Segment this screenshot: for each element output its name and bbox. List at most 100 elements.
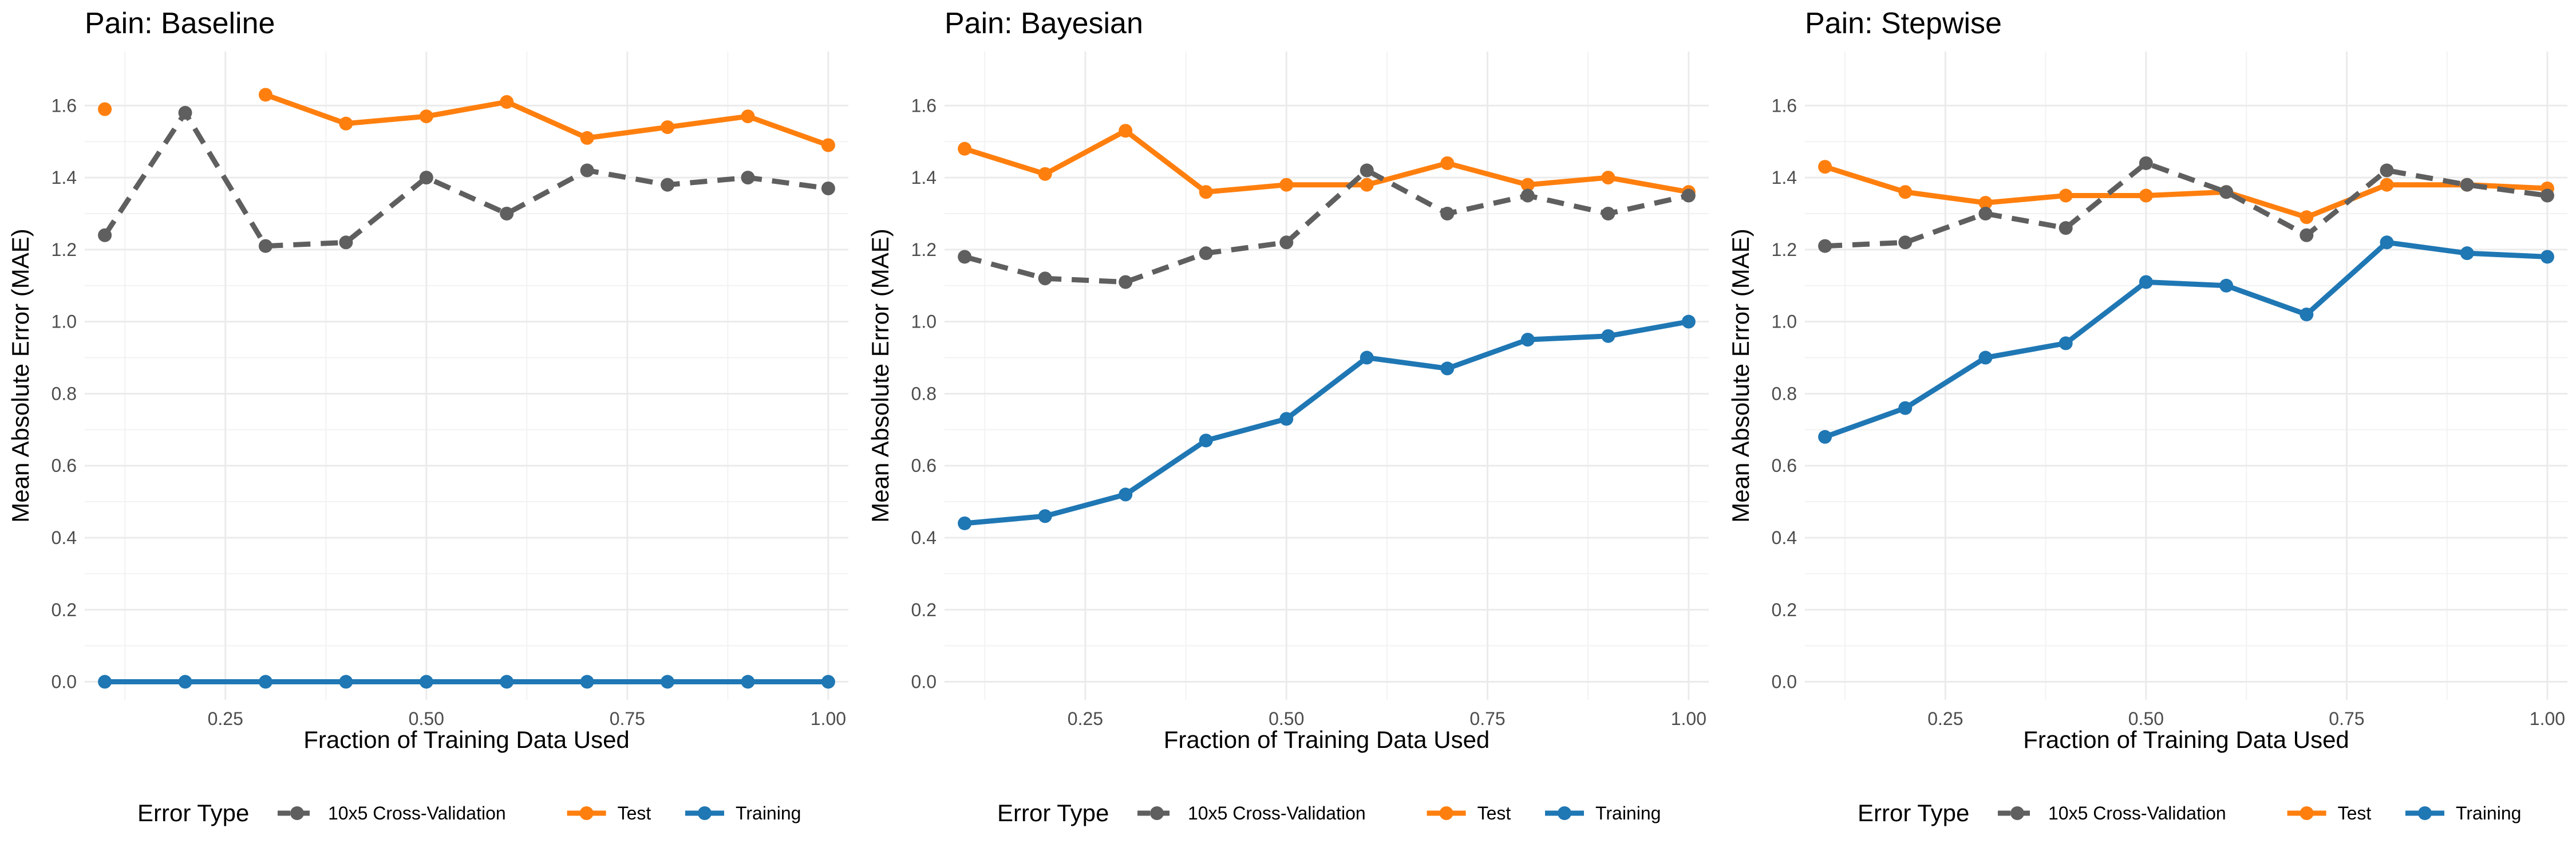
data-point	[958, 250, 972, 264]
y-axis-title: Mean Absolute Error (MAE)	[1727, 228, 1754, 523]
series-training	[98, 675, 835, 689]
y-tick-label: 1.0	[1772, 312, 1797, 332]
legend-label: 10x5 Cross-Validation	[2048, 803, 2226, 823]
x-tick-label: 0.25	[208, 708, 243, 729]
x-axis: 0.25 0.50 0.75 1.00	[1068, 708, 1706, 729]
data-point	[1360, 350, 1374, 365]
y-tick-label: 1.0	[52, 312, 77, 332]
x-tick-label: 0.75	[1469, 708, 1505, 729]
data-point	[2059, 221, 2073, 235]
x-tick-label: 0.50	[2128, 708, 2164, 729]
data-point	[1199, 185, 1213, 199]
legend-title: Error Type	[997, 799, 1109, 826]
legend-key-point	[1558, 806, 1571, 820]
data-point	[1279, 412, 1294, 426]
data-point	[2059, 188, 2073, 203]
data-point	[1360, 163, 1374, 178]
data-point	[2300, 308, 2314, 322]
y-tick-label: 0.2	[1772, 600, 1797, 620]
data-point	[1818, 239, 1832, 253]
data-point	[1279, 235, 1294, 250]
data-point	[1601, 207, 1615, 220]
data-point	[2139, 156, 2153, 170]
y-tick-label: 1.2	[911, 239, 937, 260]
data-point	[500, 95, 514, 109]
y-tick-label: 0.4	[52, 527, 77, 548]
data-point	[741, 109, 755, 124]
data-point	[821, 181, 835, 195]
x-axis: 0.25 0.50 0.75 1.00	[1927, 708, 2565, 729]
data-point	[958, 141, 972, 156]
legend-title: Error Type	[137, 799, 249, 826]
legend-title: Error Type	[1858, 799, 1969, 826]
legend-key-point	[579, 806, 594, 820]
series-line	[1824, 160, 2548, 249]
panel-2: 0.0 0.2 0.4 0.6 0.8 1.0 1.2 1.4 1.6 0.25 0.50 0.75 1…	[867, 7, 1709, 753]
data-point	[1119, 124, 1133, 138]
legend-label: Training	[2456, 803, 2521, 823]
data-point	[1360, 178, 1374, 192]
data-point	[1520, 333, 1535, 347]
x-axis-title: Fraction of Training Data Used	[303, 726, 630, 753]
data-point	[1681, 188, 1696, 203]
data-point	[1199, 434, 1213, 448]
data-point	[1898, 401, 1913, 415]
legend-label: Training	[736, 803, 801, 823]
y-tick-label: 0.2	[52, 600, 77, 620]
data-point	[1898, 235, 1913, 250]
data-point	[178, 675, 192, 689]
data-point	[1601, 171, 1615, 185]
legend-item: Test	[2287, 803, 2372, 823]
y-tick-label: 0.4	[1772, 527, 1797, 548]
legend-label: Test	[2338, 803, 2372, 823]
series-test	[98, 88, 835, 152]
series-line	[1824, 239, 2548, 440]
legend-item: 10x5 Cross-Validation	[1998, 803, 2226, 823]
data-point	[1978, 207, 1993, 220]
x-axis: 0.25 0.50 0.75 1.00	[208, 708, 846, 729]
data-point	[1199, 246, 1213, 261]
data-point	[2139, 188, 2153, 203]
data-point	[1279, 178, 1294, 192]
data-point	[258, 88, 272, 102]
data-point	[500, 675, 514, 689]
data-point	[2300, 228, 2314, 242]
legend-item: Training	[685, 803, 801, 823]
x-tick-label: 0.75	[2329, 708, 2364, 729]
x-axis-title: Fraction of Training Data Used	[2023, 726, 2349, 753]
series-test	[1818, 160, 2554, 224]
series-line	[1824, 164, 2548, 220]
data-point	[741, 171, 755, 185]
series-line	[102, 110, 829, 249]
x-tick-label: 1.00	[1671, 708, 1706, 729]
data-point	[580, 675, 594, 689]
data-point	[661, 178, 675, 192]
legend-key-point	[2300, 806, 2314, 820]
data-point	[258, 239, 272, 253]
x-tick-label: 0.50	[1269, 708, 1304, 729]
data-point	[1119, 487, 1133, 502]
y-tick-label: 1.2	[52, 239, 77, 260]
grid	[85, 52, 848, 700]
data-point	[821, 675, 835, 689]
data-point	[1440, 156, 1455, 170]
legend-item: 10x5 Cross-Validation	[278, 803, 506, 823]
y-tick-label: 0.4	[911, 527, 937, 548]
data-point	[2300, 210, 2314, 224]
data-point	[1978, 350, 1993, 365]
legend-item: Training	[1545, 803, 1661, 823]
data-point	[1440, 207, 1455, 220]
legend-key-point	[1150, 806, 1164, 820]
data-point	[419, 109, 433, 124]
legend-3: Error Type 10x5 Cross-Validation Test Train…	[1858, 799, 2521, 826]
panel-3: 0.0 0.2 0.4 0.6 0.8 1.0 1.2 1.4 1.6 0.25 0.50 0.75 1…	[1727, 7, 2567, 753]
data-point	[2460, 178, 2474, 192]
x-tick-label: 0.25	[1927, 708, 1963, 729]
y-axis-title: Mean Absolute Error (MAE)	[7, 228, 34, 523]
data-point	[661, 675, 675, 689]
y-tick-label: 0.6	[1772, 455, 1797, 476]
panel-1: 0.0 0.2 0.4 0.6 0.8 1.0 1.2 1.4 1.6 0.25 0.50 0.75 1…	[7, 7, 848, 753]
series-line	[264, 92, 829, 148]
data-point	[2460, 246, 2474, 261]
data-point	[2380, 178, 2394, 192]
